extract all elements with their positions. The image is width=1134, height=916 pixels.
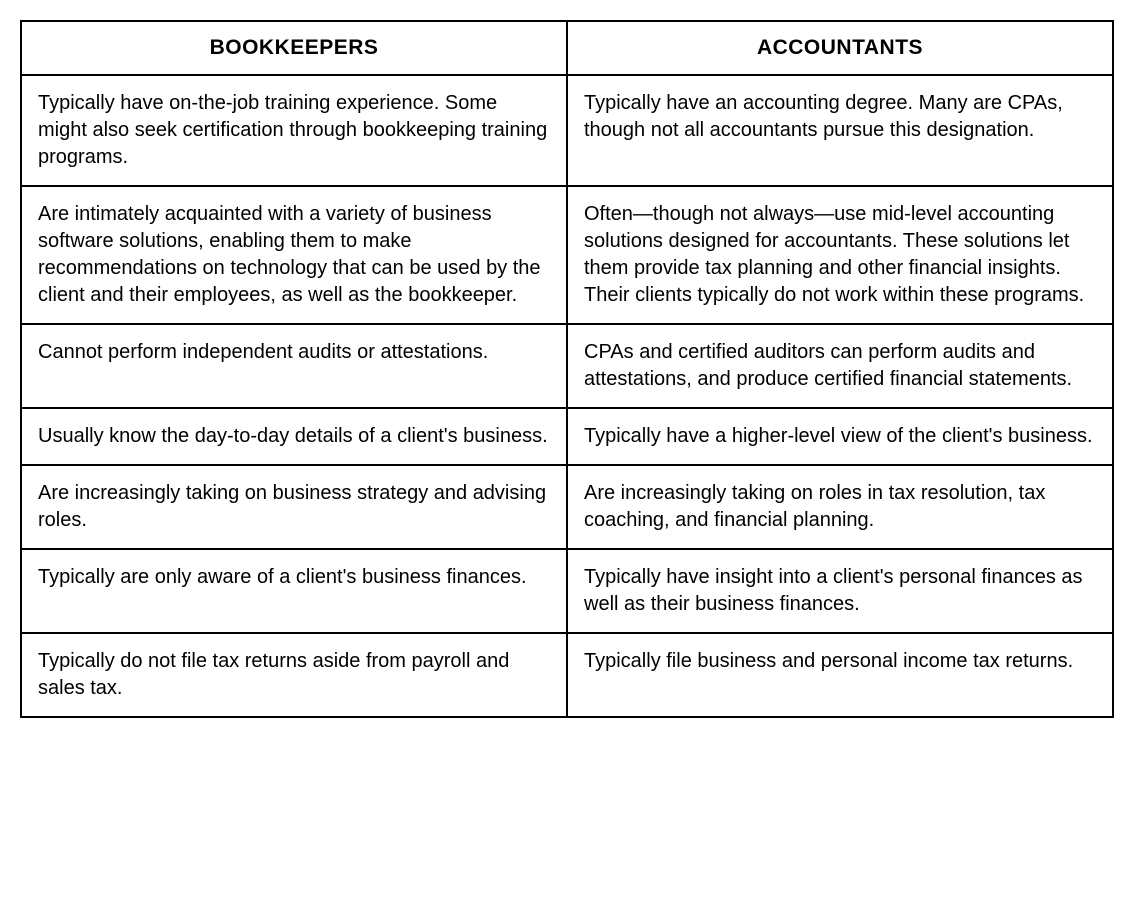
cell-bookkeepers: Typically do not file tax returns aside … [21, 633, 567, 717]
header-row: BOOKKEEPERS ACCOUNTANTS [21, 21, 1113, 75]
table-body: Typically have on-the-job training exper… [21, 75, 1113, 717]
cell-bookkeepers: Usually know the day-to-day details of a… [21, 408, 567, 465]
table-row: Typically do not file tax returns aside … [21, 633, 1113, 717]
comparison-table: BOOKKEEPERS ACCOUNTANTS Typically have o… [20, 20, 1114, 718]
cell-bookkeepers: Are intimately acquainted with a variety… [21, 186, 567, 324]
cell-bookkeepers: Cannot perform independent audits or att… [21, 324, 567, 408]
table-row: Typically have on-the-job training exper… [21, 75, 1113, 186]
table-header: BOOKKEEPERS ACCOUNTANTS [21, 21, 1113, 75]
cell-bookkeepers: Are increasingly taking on business stra… [21, 465, 567, 549]
table-row: Are increasingly taking on business stra… [21, 465, 1113, 549]
table-row: Usually know the day-to-day details of a… [21, 408, 1113, 465]
cell-accountants: Often—though not always—use mid-level ac… [567, 186, 1113, 324]
cell-accountants: Typically file business and personal inc… [567, 633, 1113, 717]
cell-accountants: CPAs and certified auditors can perform … [567, 324, 1113, 408]
table-row: Typically are only aware of a client's b… [21, 549, 1113, 633]
table-row: Cannot perform independent audits or att… [21, 324, 1113, 408]
cell-accountants: Are increasingly taking on roles in tax … [567, 465, 1113, 549]
cell-bookkeepers: Typically are only aware of a client's b… [21, 549, 567, 633]
cell-accountants: Typically have insight into a client's p… [567, 549, 1113, 633]
column-header-accountants: ACCOUNTANTS [567, 21, 1113, 75]
cell-accountants: Typically have an accounting degree. Man… [567, 75, 1113, 186]
cell-accountants: Typically have a higher-level view of th… [567, 408, 1113, 465]
cell-bookkeepers: Typically have on-the-job training exper… [21, 75, 567, 186]
column-header-bookkeepers: BOOKKEEPERS [21, 21, 567, 75]
table-row: Are intimately acquainted with a variety… [21, 186, 1113, 324]
